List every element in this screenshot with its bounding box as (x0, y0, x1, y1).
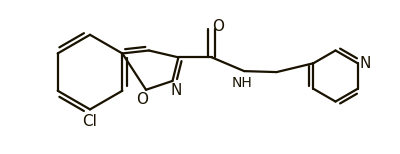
Text: Cl: Cl (82, 114, 98, 129)
Text: NH: NH (232, 76, 252, 90)
Text: O: O (136, 92, 148, 107)
Text: O: O (212, 19, 224, 34)
Text: N: N (360, 56, 371, 71)
Text: N: N (171, 83, 182, 98)
